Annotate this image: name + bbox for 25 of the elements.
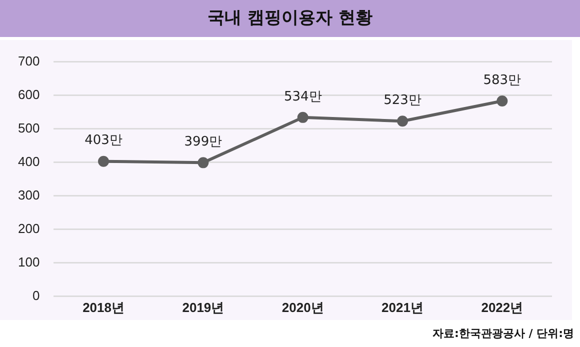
data-label: 403만 (84, 133, 122, 148)
data-label: 534만 (284, 89, 322, 104)
point (98, 156, 110, 167)
text: 자료:한국관광공사 / 단위:명 (432, 326, 575, 341)
data-label: 399만 (184, 134, 222, 150)
chart-title: 국내 캠핑이용자 현황 (0, 0, 580, 37)
y-tick-label: 700 (18, 53, 40, 68)
data-label: 583만 (483, 72, 522, 88)
x-tick-label: 2019년 (182, 300, 224, 315)
y-tick-label: 500 (18, 120, 40, 136)
point (198, 157, 209, 168)
x-tick-label: 2018년 (82, 300, 124, 315)
y-tick-label: 200 (18, 220, 40, 236)
y-tick-label: 0 (32, 288, 40, 303)
point (496, 96, 508, 107)
y-tick-label: 100 (18, 254, 40, 270)
x-tick-label: 2020년 (282, 300, 324, 315)
x-tick-label: 2022년 (481, 300, 524, 315)
x-tick-label: 2021년 (382, 300, 424, 315)
point (297, 112, 308, 123)
data-label: 523만 (384, 92, 422, 108)
y-tick-label: 600 (18, 86, 40, 102)
point (397, 116, 408, 127)
y-tick-label: 300 (18, 187, 40, 202)
y-tick-label: 400 (18, 154, 40, 169)
